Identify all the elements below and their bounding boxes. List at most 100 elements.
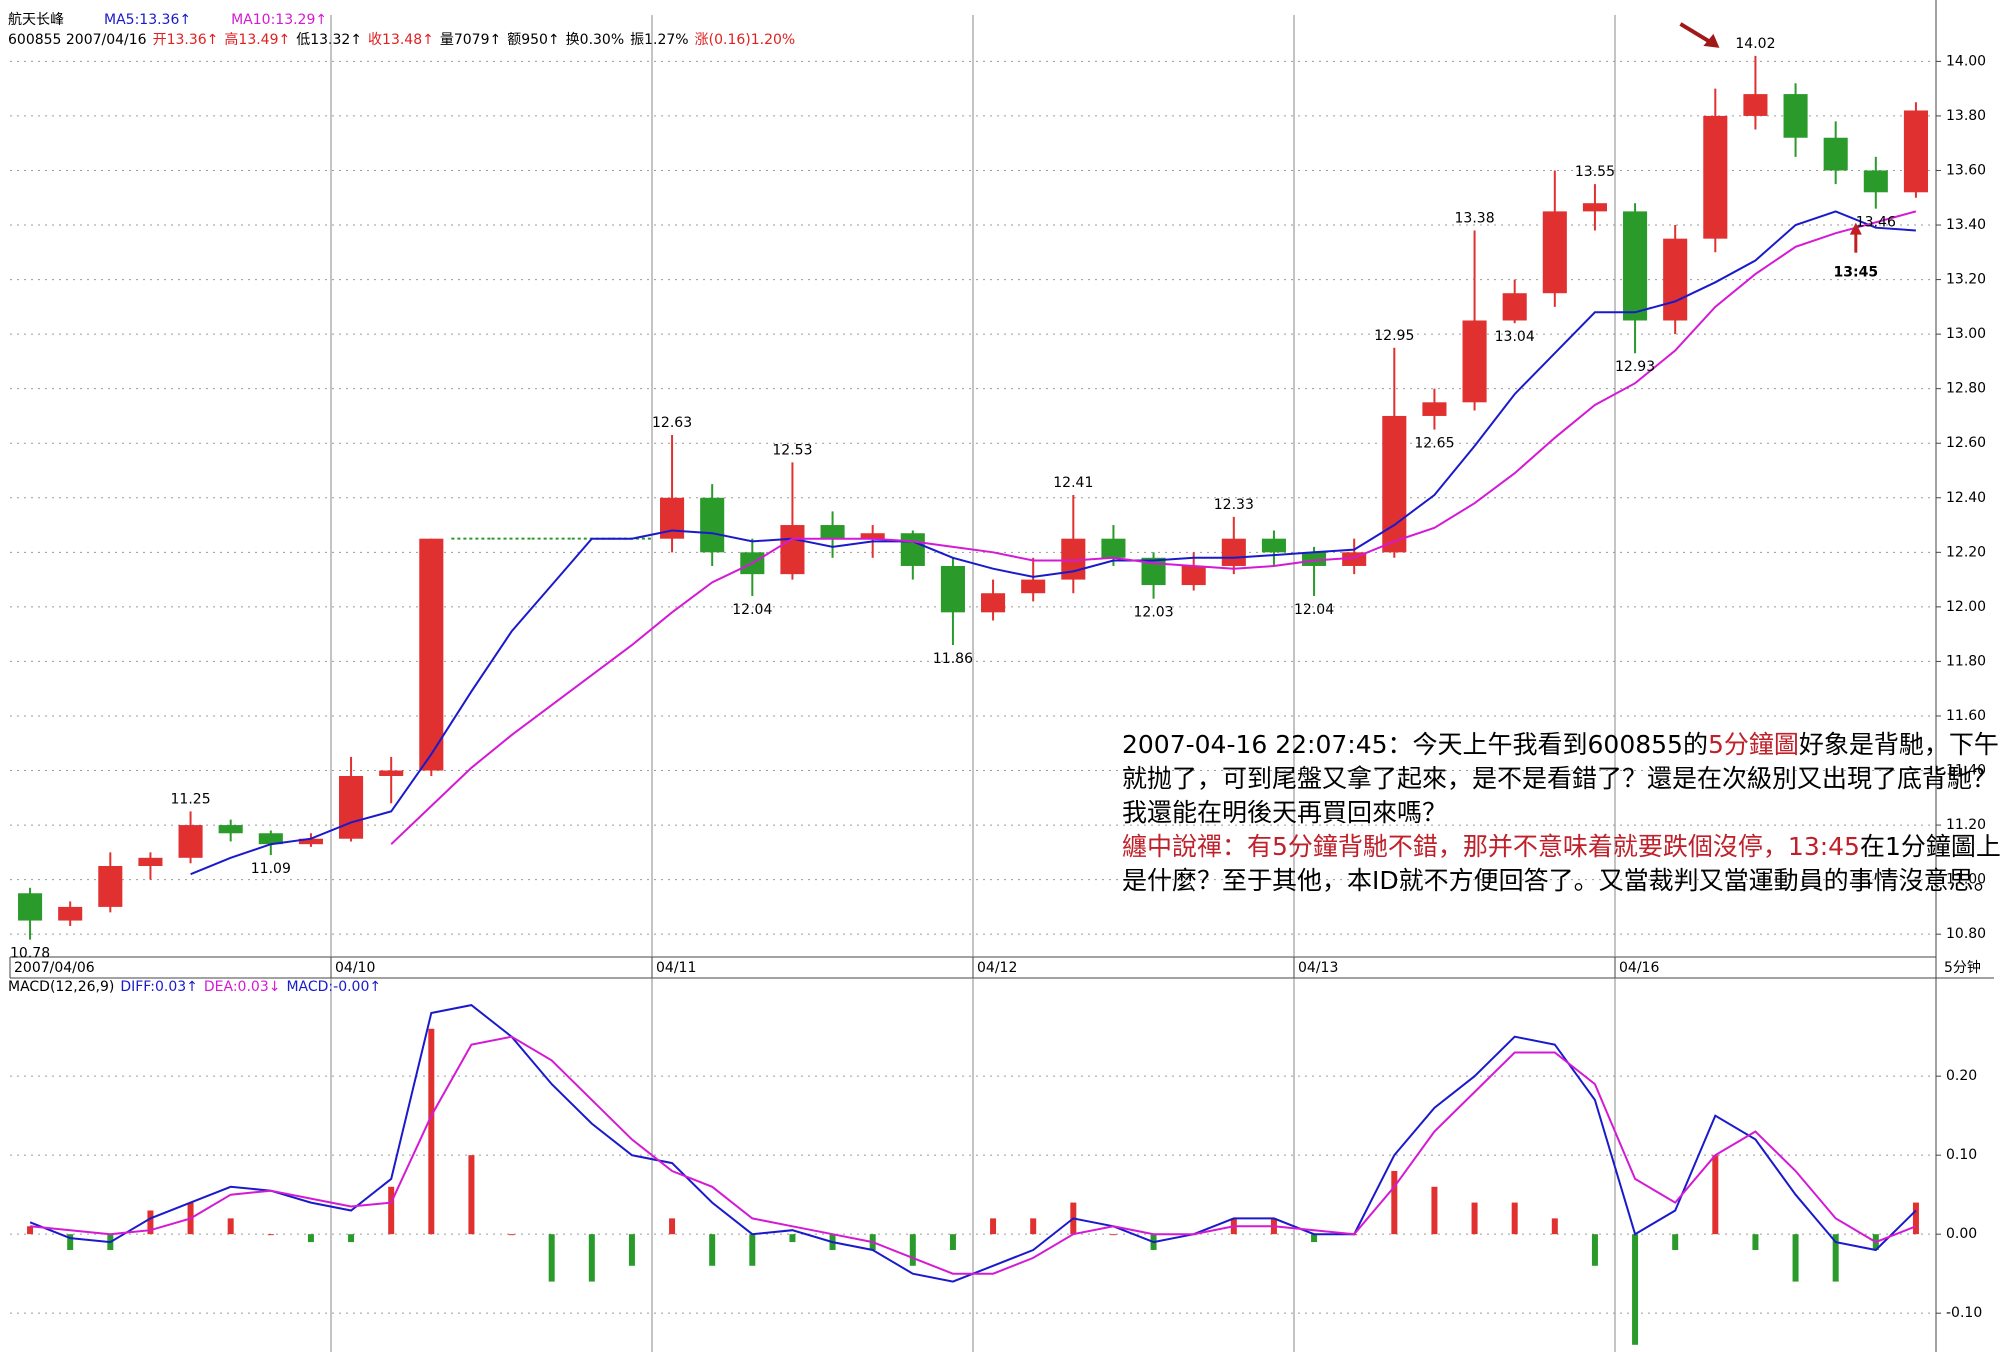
candle-body xyxy=(1582,203,1607,212)
time-note: 13:45 xyxy=(1834,265,1879,281)
candle-body xyxy=(860,533,885,539)
macd-bar xyxy=(709,1234,716,1266)
macd-bar xyxy=(1672,1234,1679,1250)
candle-body xyxy=(900,533,925,566)
candle-body xyxy=(1903,110,1928,193)
y-tick-label: 12.40 xyxy=(1946,490,1986,506)
text-line: 2007-04-16 22:07:45：今天上午我看到600855的5分鐘圖好象… xyxy=(1122,730,1999,759)
text-segment: 是什麼？至于其他，本ID就不方便回答了。又當裁判又當運動員的事情沒意思。 xyxy=(1122,866,1999,895)
price-label: 12.33 xyxy=(1214,497,1254,513)
macd-bar xyxy=(388,1186,395,1235)
text-segment: 振1.27% xyxy=(630,32,688,48)
text-segment: MA10:13.29↑ xyxy=(231,12,327,28)
candle-body xyxy=(1101,538,1126,558)
y-tick-label: 0.10 xyxy=(1946,1147,1977,1163)
arrow-head xyxy=(1849,222,1862,235)
text-line: 就抛了，可到尾盤又拿了起來，是不是看錯了？還是在次級別又出現了底背馳？ xyxy=(1122,764,1997,793)
y-tick-label: 13.60 xyxy=(1946,162,1986,178)
y-tick-label: 12.00 xyxy=(1946,599,1986,615)
text-segment: MA5:13.36↑ xyxy=(104,12,191,28)
candle-body xyxy=(1502,293,1527,321)
period-label: 5分钟 xyxy=(1944,959,1981,976)
y-tick-label: 11.00 xyxy=(1946,872,1986,888)
macd-bar xyxy=(1912,1202,1919,1235)
macd-bar xyxy=(669,1218,676,1235)
macd-bar xyxy=(1391,1170,1398,1235)
text-segment: 我還能在明後天再買回來嗎？ xyxy=(1122,798,1447,827)
macd-bar xyxy=(227,1218,234,1235)
y-tick-label: 11.60 xyxy=(1946,708,1986,724)
candle-body xyxy=(981,593,1006,613)
text-segment: 开13.36↑ xyxy=(153,32,219,48)
candle-body xyxy=(940,565,965,613)
x-tick-label: 04/16 xyxy=(1619,960,1659,976)
candle-body xyxy=(1703,115,1728,239)
text-segment: DIFF:0.03↑ xyxy=(120,979,198,995)
candle-body xyxy=(780,525,805,575)
macd-bar xyxy=(307,1234,314,1243)
price-label: 12.63 xyxy=(652,415,692,431)
price-label: 11.86 xyxy=(933,651,973,667)
candle-body xyxy=(298,838,323,845)
text-segment: 600855 2007/04/16 xyxy=(8,32,147,48)
x-tick-label: 04/13 xyxy=(1298,960,1338,976)
candle-body xyxy=(1261,538,1286,553)
text-segment: 高13.49↑ xyxy=(224,31,290,48)
candle-body xyxy=(339,775,364,839)
indicator-line xyxy=(190,210,1916,876)
price-label: 13.46 xyxy=(1856,215,1896,231)
y-tick-label: 11.40 xyxy=(1946,763,1986,779)
macd-bar xyxy=(949,1234,956,1250)
candle-body xyxy=(1623,211,1648,321)
macd-bar xyxy=(1832,1234,1839,1282)
candle-body xyxy=(58,906,83,921)
text-segment: 2007-04-16 22:07:45：今天上午我看到600855的 xyxy=(1122,730,1708,759)
price-label: 12.65 xyxy=(1414,436,1454,452)
text-line: 我還能在明後天再買回來嗎？ xyxy=(1122,798,1447,827)
x-tick-label: 04/10 xyxy=(335,960,375,976)
text-segment: 5分鐘圖 xyxy=(1708,730,1799,759)
price-label: 12.93 xyxy=(1615,359,1655,375)
candle-body xyxy=(379,770,404,776)
macd-bar xyxy=(1471,1202,1478,1235)
y-tick-label: 0.20 xyxy=(1946,1068,1977,1084)
price-label: 12.41 xyxy=(1053,475,1093,491)
arrow-head xyxy=(1703,33,1720,48)
candle-body xyxy=(419,538,444,771)
macd-bar xyxy=(67,1234,74,1250)
text-segment: 额950↑ xyxy=(507,32,559,48)
macd-bar xyxy=(1591,1234,1598,1266)
candle-body xyxy=(1021,579,1046,594)
macd-bar xyxy=(348,1234,355,1243)
candle-body xyxy=(820,525,845,539)
text-segment: 航天长峰 xyxy=(8,12,64,28)
y-tick-label: 12.60 xyxy=(1946,435,1986,451)
candle-body xyxy=(258,833,283,845)
macd-bar xyxy=(628,1234,635,1266)
candle-body xyxy=(1462,320,1487,403)
price-label: 14.02 xyxy=(1735,36,1775,52)
candle-body xyxy=(138,857,163,866)
price-label: 13.55 xyxy=(1575,164,1615,180)
text-segment: MACD:-0.00↑ xyxy=(286,979,381,995)
y-tick-label: 11.20 xyxy=(1946,817,1986,833)
candle-body xyxy=(700,497,725,553)
text-segment: 收13.48↑ xyxy=(368,32,434,48)
indicator-line xyxy=(390,210,1917,845)
candle-body xyxy=(1382,415,1407,553)
x-tick-label: 2007/04/06 xyxy=(14,960,95,976)
text-line: 600855 2007/04/16 开13.36↑ 高13.49↑ 低13.32↑ 收1… xyxy=(8,31,795,48)
macd-bar xyxy=(548,1234,555,1282)
price-label: 11.09 xyxy=(251,861,291,877)
macd-bar xyxy=(147,1210,154,1235)
price-label: 11.25 xyxy=(171,791,211,807)
text-line: 纏中說禪：有5分鐘背馳不錯，那并不意味着就要跌個沒停，13:45在1分鐘圖上 xyxy=(1122,832,2001,861)
macd-bar xyxy=(1311,1234,1318,1243)
macd-bar xyxy=(468,1155,475,1235)
text-segment: MACD(12,26,9) xyxy=(8,979,114,995)
macd-bar xyxy=(588,1234,595,1282)
price-label: 12.95 xyxy=(1374,328,1414,344)
price-label: 13.04 xyxy=(1495,329,1535,345)
price-label: 10.78 xyxy=(10,946,50,962)
